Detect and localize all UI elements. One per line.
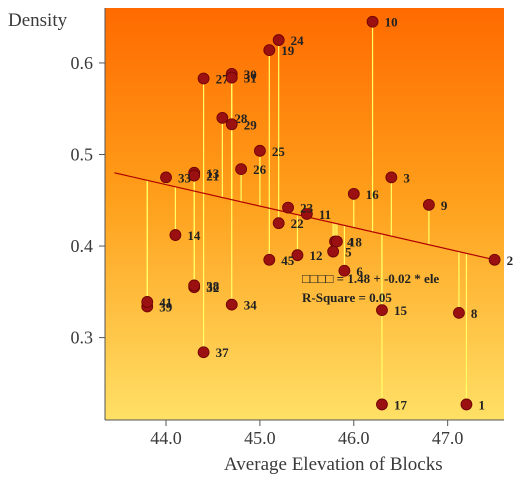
y-axis-title: Density: [8, 10, 68, 31]
y-tick-label: 0.6: [71, 53, 94, 73]
data-point: [282, 201, 294, 214]
x-tick-label: 45.0: [244, 428, 276, 448]
data-point: [376, 398, 388, 411]
point-label: 25: [272, 144, 286, 159]
point-label: 1: [478, 397, 485, 412]
data-point: [169, 229, 182, 241]
data-point: [327, 245, 340, 258]
data-point: [272, 34, 285, 46]
data-point: [188, 169, 201, 182]
point-label: 11: [319, 207, 331, 222]
data-point: [216, 111, 229, 124]
point-label: 13: [206, 166, 220, 181]
point-label: 37: [216, 345, 230, 360]
data-point: [235, 163, 248, 176]
point-label: 19: [281, 43, 295, 58]
data-point: [488, 253, 501, 266]
point-label: 4: [347, 234, 354, 249]
point-label: 3: [403, 170, 410, 185]
data-point: [376, 304, 388, 317]
data-point: [197, 72, 210, 85]
x-axis-title: Average Elevation of Blocks: [224, 454, 443, 475]
x-tick-label: 44.0: [150, 428, 182, 448]
point-label: 2: [507, 253, 514, 268]
point-label: 18: [349, 234, 363, 249]
data-point: [197, 346, 210, 359]
data-point: [347, 187, 360, 200]
point-label: 16: [366, 187, 380, 202]
data-point: [291, 249, 304, 262]
point-label: 6: [356, 264, 363, 279]
data-point: [254, 144, 266, 157]
point-label: 41: [159, 295, 172, 310]
data-point: [263, 44, 276, 57]
point-label: 5: [345, 245, 352, 260]
y-tick-label: 0.5: [71, 144, 94, 164]
point-label: 33: [178, 170, 192, 185]
point-label: 45: [281, 253, 295, 268]
data-point: [330, 235, 343, 248]
point-label: 21: [206, 169, 219, 184]
point-label: 29: [244, 117, 258, 132]
data-point: [453, 306, 465, 319]
point-label: 9: [441, 198, 448, 213]
point-label: 27: [216, 71, 230, 86]
data-point: [225, 298, 238, 311]
point-label: 15: [394, 303, 408, 318]
x-tick-label: 46.0: [338, 428, 370, 448]
point-label: 39: [159, 299, 173, 314]
equation-annotation: □□□□ = 1.48 + -0.02 * ele: [302, 271, 439, 286]
point-label: 34: [244, 298, 258, 313]
data-point: [460, 398, 473, 411]
y-tick-label: 0.3: [71, 328, 94, 348]
point-label: 10: [385, 15, 398, 30]
data-point: [188, 279, 201, 292]
data-point: [300, 208, 313, 220]
point-label: 8: [471, 306, 478, 321]
data-points: 1234568910111213141516171819212223242526…: [141, 15, 514, 412]
axes: 0.3 0.4 0.5 0.6 44.0 45.0 46.0 47.0: [71, 8, 504, 448]
data-point: [160, 171, 172, 184]
r-square-annotation: R-Square = 0.05: [302, 290, 392, 305]
data-point: [366, 15, 379, 28]
data-point: [338, 264, 351, 277]
point-label: 22: [291, 216, 304, 231]
point-label: 28: [234, 111, 248, 126]
point-label: 23: [300, 201, 314, 216]
point-label: 30: [244, 67, 257, 82]
data-point: [272, 217, 285, 230]
data-point: [422, 198, 435, 211]
y-tick-label: 0.4: [71, 236, 94, 256]
point-label: 38: [206, 278, 220, 293]
point-label: 17: [394, 397, 408, 412]
point-label: 24: [291, 33, 305, 48]
point-label: 31: [244, 71, 257, 86]
point-label: 12: [309, 248, 322, 263]
data-point: [225, 71, 238, 84]
x-tick-label: 47.0: [432, 428, 464, 448]
data-point: [225, 118, 238, 131]
point-label: 32: [206, 280, 219, 295]
data-point: [385, 171, 398, 184]
point-label: 26: [253, 162, 266, 177]
data-point: [263, 253, 276, 266]
point-label: 14: [187, 228, 201, 243]
data-point: [141, 295, 154, 308]
